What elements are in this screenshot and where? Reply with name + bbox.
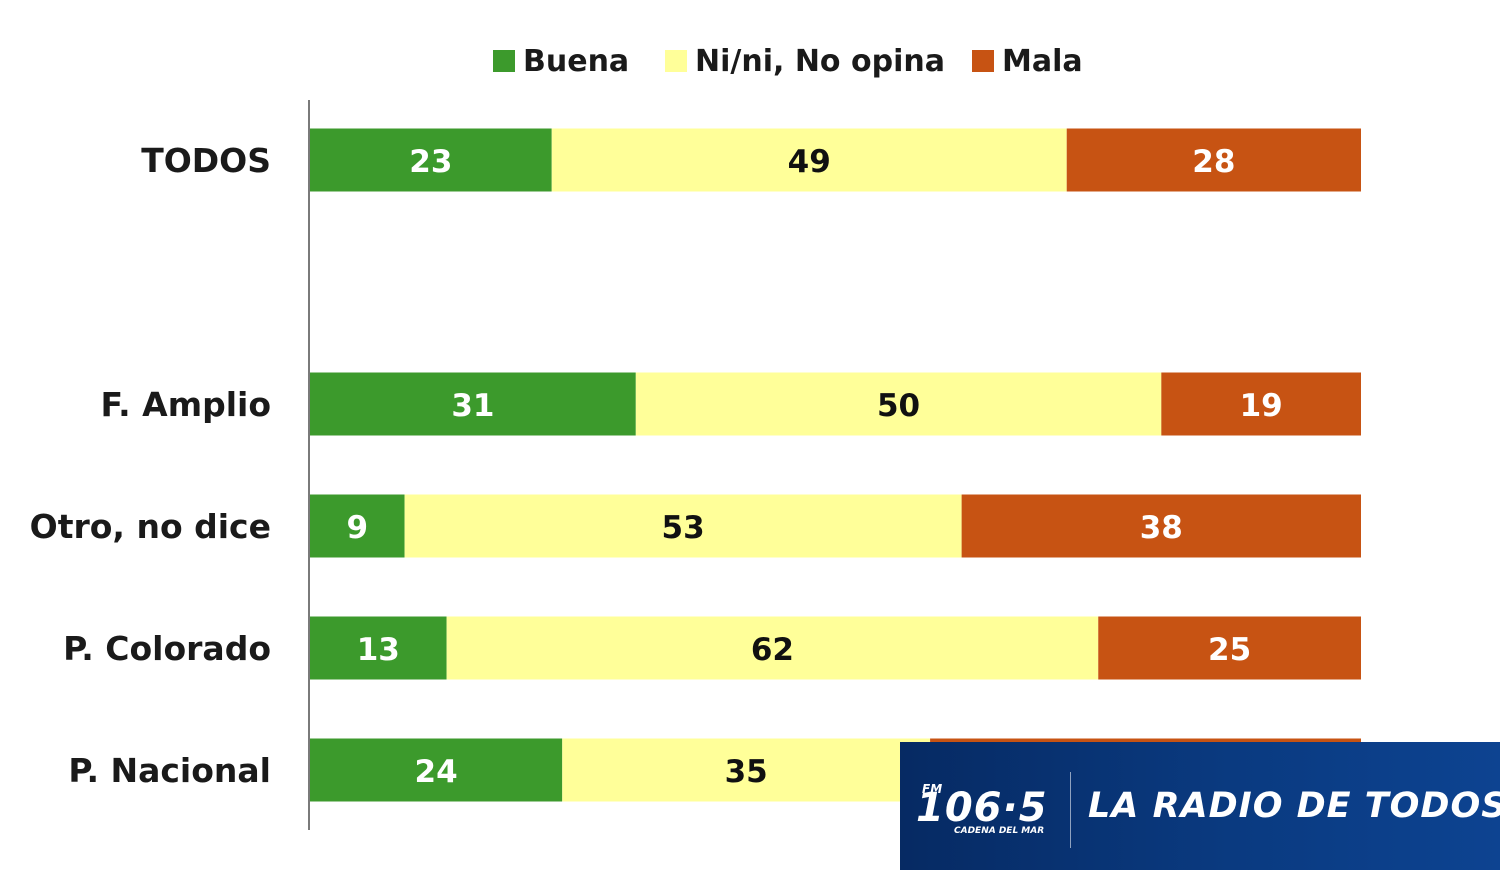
bar-value-label: 62: [751, 632, 794, 668]
bar-value-label: 25: [1208, 632, 1251, 668]
bar-segment-ni-ni-no-opina: [446, 616, 1099, 680]
legend-swatch: [493, 50, 515, 72]
banner-tagline: LA RADIO DE TODOS: [1088, 786, 1500, 826]
category-label-f-amplio: F. Amplio: [100, 385, 271, 424]
bar-row-p-colorado: 13 62 25: [310, 616, 1361, 680]
category-labels: TODOS F. Amplio Otro, no dice P. Colorado P.…: [30, 141, 271, 790]
legend: Buena Ni/ni, No opina Mala: [493, 44, 1083, 79]
bar-value-label: 38: [1140, 510, 1183, 546]
bars: 23492831501995338136225243541: [310, 128, 1361, 802]
bar-segment-buena: [310, 494, 405, 558]
bar-value-label: 28: [1192, 144, 1235, 180]
legend-label: Mala: [1002, 44, 1083, 79]
logo-frequency: 106·5: [916, 785, 1048, 831]
category-label-p-colorado: P. Colorado: [63, 629, 271, 668]
legend-swatch: [665, 50, 687, 72]
bar-row-todos: 23 49 28: [310, 128, 1361, 192]
bar-segment-buena: [310, 616, 447, 680]
bar-segment-mala: [961, 494, 1361, 558]
radio-logo: FM 106·5 CADENA DEL MAR: [916, 782, 1056, 838]
legend-label: Buena: [523, 44, 629, 79]
radio-banner: FM 106·5 CADENA DEL MAR LA RADIO DE TODO…: [900, 742, 1500, 870]
bar-value-label: 35: [725, 754, 768, 790]
bar-segment-ni-ni-no-opina: [404, 494, 962, 558]
logo-fm-text: FM: [922, 782, 943, 796]
bar-segment-ni-ni-no-opina: [635, 372, 1162, 436]
banner-divider: [1070, 772, 1071, 848]
bar-value-label: 24: [415, 754, 458, 790]
bar-value-label: 31: [451, 388, 494, 424]
category-label-otro-no-dice: Otro, no dice: [30, 507, 271, 546]
bar-segment-buena: [310, 738, 563, 802]
bar-value-label: 53: [662, 510, 705, 546]
bar-segment-mala: [1161, 372, 1361, 436]
bar-value-label: 13: [357, 632, 400, 668]
bar-row-f-amplio: 31 50 19: [310, 372, 1361, 436]
bar-segment-mala: [1066, 128, 1361, 192]
bar-value-label: 9: [347, 510, 369, 546]
bar-segment-ni-ni-no-opina: [551, 128, 1067, 192]
category-label-todos: TODOS: [141, 141, 271, 180]
bar-value-label: 50: [877, 388, 920, 424]
bar-value-label: 23: [409, 144, 452, 180]
legend-item-mala: Mala: [972, 44, 1083, 79]
bar-segment-ni-ni-no-opina: [562, 738, 931, 802]
legend-swatch: [972, 50, 994, 72]
bar-row-otro-no-dice: 9 53 38: [310, 494, 1361, 558]
category-label-p-nacional: P. Nacional: [68, 751, 271, 790]
legend-item-ni-ni-no-opina: Ni/ni, No opina: [665, 44, 945, 79]
logo-subtitle: CADENA DEL MAR: [954, 826, 1045, 836]
legend-item-buena: Buena: [493, 44, 629, 79]
bar-segment-mala: [1098, 616, 1361, 680]
bar-segment-buena: [310, 372, 636, 436]
bar-value-label: 19: [1240, 388, 1283, 424]
bar-segment-buena: [310, 128, 552, 192]
legend-label: Ni/ni, No opina: [695, 44, 945, 79]
bar-value-label: 49: [788, 144, 831, 180]
